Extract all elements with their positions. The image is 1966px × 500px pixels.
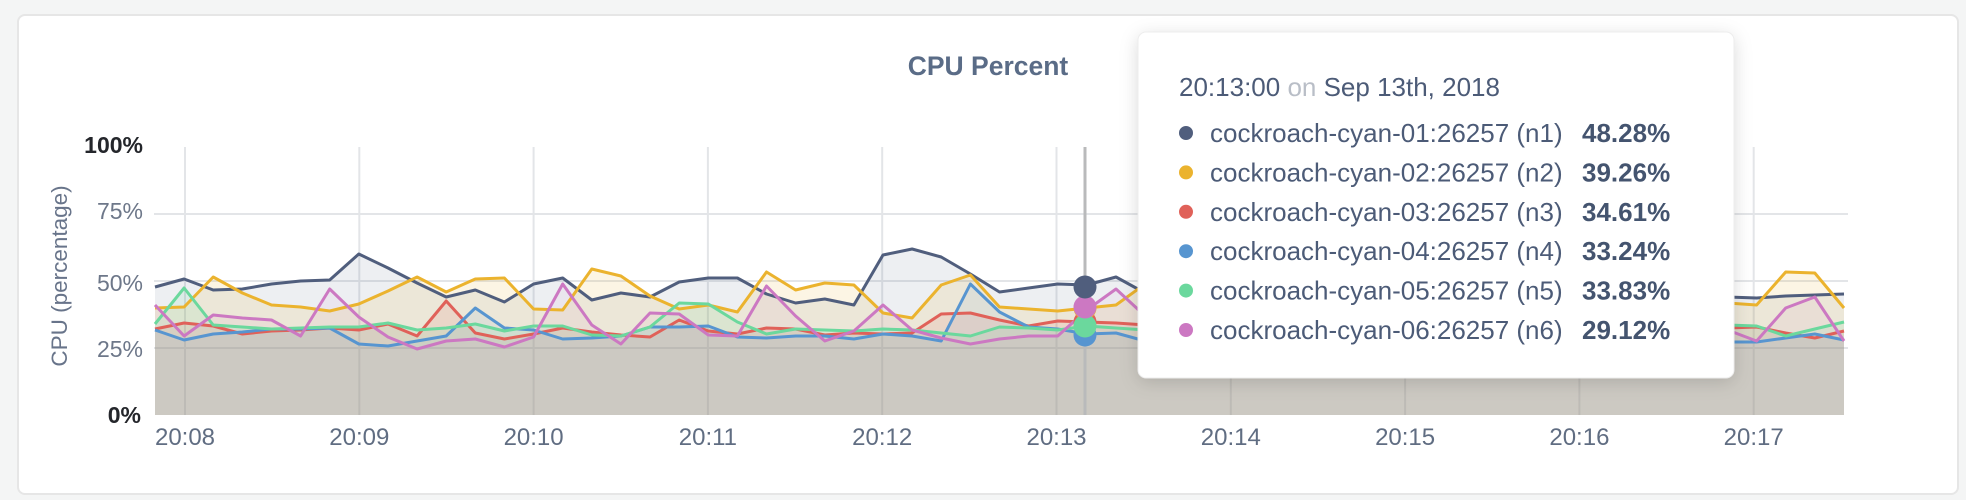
svg-text:cockroach-cyan-04:26257 (n4): cockroach-cyan-04:26257 (n4) <box>1210 236 1563 266</box>
svg-text:cockroach-cyan-06:26257 (n6): cockroach-cyan-06:26257 (n6) <box>1210 315 1563 345</box>
svg-text:33.24%: 33.24% <box>1582 236 1670 266</box>
svg-text:20:13:00 on Sep 13th, 2018: 20:13:00 on Sep 13th, 2018 <box>1179 72 1500 102</box>
svg-text:20:15: 20:15 <box>1375 424 1435 451</box>
svg-text:20:14: 20:14 <box>1201 424 1261 451</box>
svg-text:cockroach-cyan-03:26257 (n3): cockroach-cyan-03:26257 (n3) <box>1210 197 1563 227</box>
svg-text:100%: 100% <box>84 132 143 158</box>
svg-text:34.61%: 34.61% <box>1582 197 1670 227</box>
svg-text:50%: 50% <box>97 270 143 296</box>
svg-text:20:11: 20:11 <box>679 424 737 451</box>
svg-text:20:12: 20:12 <box>852 424 912 451</box>
svg-text:33.83%: 33.83% <box>1582 276 1670 306</box>
svg-text:20:17: 20:17 <box>1724 424 1784 451</box>
svg-text:20:13: 20:13 <box>1026 424 1086 451</box>
svg-text:cockroach-cyan-01:26257 (n1): cockroach-cyan-01:26257 (n1) <box>1210 118 1563 148</box>
svg-text:20:09: 20:09 <box>329 424 389 451</box>
svg-text:29.12%: 29.12% <box>1582 315 1670 345</box>
svg-text:39.26%: 39.26% <box>1582 157 1670 187</box>
svg-text:CPU Percent: CPU Percent <box>908 51 1069 81</box>
svg-text:75%: 75% <box>97 198 143 224</box>
svg-text:20:10: 20:10 <box>504 424 564 451</box>
svg-text:20:16: 20:16 <box>1549 424 1609 451</box>
svg-text:25%: 25% <box>97 336 143 362</box>
svg-text:cockroach-cyan-02:26257 (n2): cockroach-cyan-02:26257 (n2) <box>1210 157 1563 187</box>
svg-text:0%: 0% <box>108 402 141 428</box>
svg-text:20:08: 20:08 <box>155 424 215 451</box>
svg-text:48.28%: 48.28% <box>1582 118 1670 148</box>
svg-text:cockroach-cyan-05:26257 (n5): cockroach-cyan-05:26257 (n5) <box>1210 276 1563 306</box>
svg-text:CPU (percentage): CPU (percentage) <box>47 185 72 366</box>
